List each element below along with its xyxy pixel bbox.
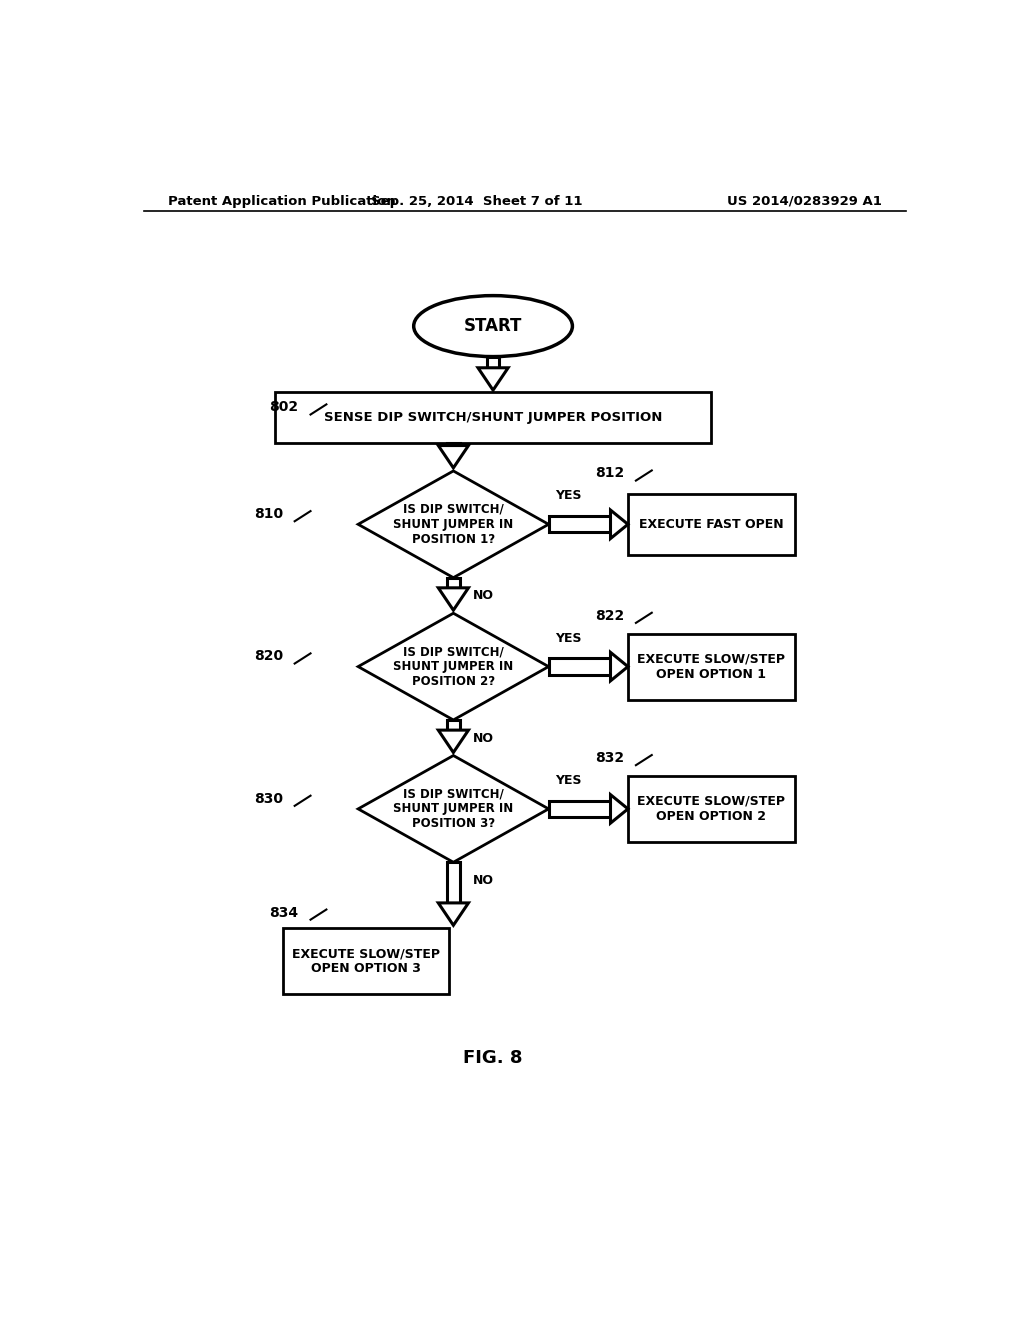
Text: NO: NO [473, 731, 495, 744]
Polygon shape [358, 471, 549, 578]
Text: 820: 820 [254, 649, 283, 664]
Text: NO: NO [473, 874, 495, 887]
Polygon shape [610, 510, 628, 539]
Polygon shape [549, 801, 610, 817]
Bar [628, 634, 795, 700]
Text: 822: 822 [595, 609, 624, 623]
Text: 832: 832 [595, 751, 624, 766]
Polygon shape [610, 652, 628, 681]
Polygon shape [447, 862, 460, 903]
Text: FIG. 8: FIG. 8 [463, 1049, 523, 1067]
Polygon shape [447, 444, 460, 446]
Polygon shape [447, 719, 460, 730]
Polygon shape [478, 368, 508, 391]
Text: SENSE DIP SWITCH/SHUNT JUMPER POSITION: SENSE DIP SWITCH/SHUNT JUMPER POSITION [324, 411, 663, 424]
Text: YES: YES [555, 774, 582, 787]
Bar [283, 928, 450, 994]
Text: US 2014/0283929 A1: US 2014/0283929 A1 [727, 194, 882, 207]
Polygon shape [438, 730, 468, 752]
Bar [628, 494, 795, 554]
Text: YES: YES [555, 490, 582, 503]
Text: 812: 812 [595, 466, 624, 480]
Polygon shape [438, 903, 468, 925]
Text: IS DIP SWITCH/
SHUNT JUMPER IN
POSITION 2?: IS DIP SWITCH/ SHUNT JUMPER IN POSITION … [393, 645, 513, 688]
Text: IS DIP SWITCH/
SHUNT JUMPER IN
POSITION 3?: IS DIP SWITCH/ SHUNT JUMPER IN POSITION … [393, 788, 513, 830]
Polygon shape [549, 516, 610, 532]
Polygon shape [438, 446, 468, 467]
Text: 830: 830 [254, 792, 283, 805]
Text: NO: NO [473, 590, 495, 602]
Text: EXECUTE FAST OPEN: EXECUTE FAST OPEN [639, 517, 783, 531]
Polygon shape [447, 578, 460, 587]
Bar [628, 776, 795, 842]
Text: Patent Application Publication: Patent Application Publication [168, 194, 395, 207]
Text: Sep. 25, 2014  Sheet 7 of 11: Sep. 25, 2014 Sheet 7 of 11 [372, 194, 583, 207]
Text: IS DIP SWITCH/
SHUNT JUMPER IN
POSITION 1?: IS DIP SWITCH/ SHUNT JUMPER IN POSITION … [393, 503, 513, 545]
Polygon shape [358, 614, 549, 719]
Text: EXECUTE SLOW/STEP
OPEN OPTION 1: EXECUTE SLOW/STEP OPEN OPTION 1 [637, 652, 785, 681]
Text: EXECUTE SLOW/STEP
OPEN OPTION 3: EXECUTE SLOW/STEP OPEN OPTION 3 [292, 948, 440, 975]
Polygon shape [610, 795, 628, 824]
Text: 810: 810 [254, 507, 283, 521]
Polygon shape [438, 587, 468, 610]
Polygon shape [358, 755, 549, 862]
Text: 834: 834 [269, 906, 299, 920]
Text: 802: 802 [269, 400, 299, 414]
Bar [274, 392, 712, 444]
Text: YES: YES [555, 632, 582, 644]
Text: START: START [464, 317, 522, 335]
Text: EXECUTE SLOW/STEP
OPEN OPTION 2: EXECUTE SLOW/STEP OPEN OPTION 2 [637, 795, 785, 822]
Polygon shape [549, 659, 610, 675]
Polygon shape [486, 356, 500, 368]
